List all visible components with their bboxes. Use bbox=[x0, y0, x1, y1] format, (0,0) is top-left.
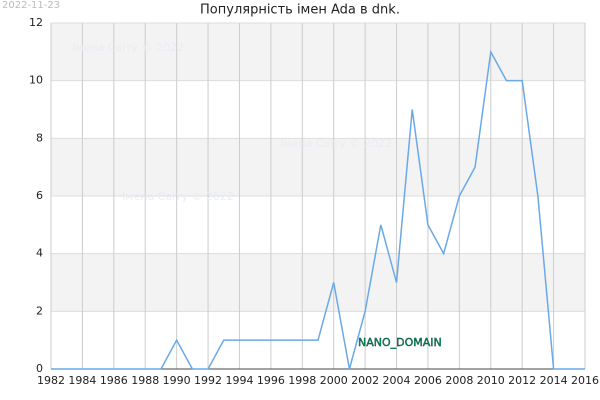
x-tick-label: 2010 bbox=[477, 374, 505, 387]
watermark: Імена Світу © 2022 bbox=[122, 190, 234, 203]
x-tick-label: 1994 bbox=[225, 374, 253, 387]
y-tick-label: 12 bbox=[29, 16, 43, 29]
x-tick-label: 2006 bbox=[414, 374, 442, 387]
watermark: Імена Світу © 2022 bbox=[280, 137, 392, 150]
x-tick-label: 2016 bbox=[571, 374, 599, 387]
x-tick-label: 2012 bbox=[508, 374, 536, 387]
x-tick-label: 1982 bbox=[37, 374, 65, 387]
line bbox=[51, 49, 585, 370]
band bbox=[51, 138, 585, 196]
x-tick-label: 1984 bbox=[68, 374, 96, 387]
x-tick-label: 2008 bbox=[445, 374, 473, 387]
y-tick-label: 8 bbox=[36, 131, 43, 144]
x-tick-label: 1996 bbox=[257, 374, 285, 387]
chart-title: Популярність імен Ada в dnk. bbox=[200, 3, 400, 18]
x-tick-label: 1990 bbox=[163, 374, 191, 387]
y-tick-label: 4 bbox=[36, 247, 43, 260]
band bbox=[51, 253, 585, 312]
x-tick-label: 2002 bbox=[351, 374, 379, 387]
x-tick-label: 2000 bbox=[320, 374, 348, 387]
band bbox=[51, 23, 585, 81]
watermark: Імена Світу © 2022 bbox=[72, 41, 184, 54]
x-tick-label: 1988 bbox=[131, 374, 159, 387]
y-tick-label: 10 bbox=[29, 74, 43, 87]
x-tick-label: 1998 bbox=[288, 374, 316, 387]
x-tick-label: 1986 bbox=[100, 374, 128, 387]
annotation: NANO_DOMAIN bbox=[358, 336, 442, 349]
date: 2022-11-23 bbox=[2, 0, 60, 11]
y-tick-label: 0 bbox=[36, 362, 43, 375]
y-tick-label: 2 bbox=[36, 304, 43, 317]
y-tick-label: 6 bbox=[36, 189, 43, 202]
x-tick-label: 1992 bbox=[194, 374, 222, 387]
x-tick-label: 2014 bbox=[540, 374, 568, 387]
x-tick-label: 2004 bbox=[383, 374, 411, 387]
